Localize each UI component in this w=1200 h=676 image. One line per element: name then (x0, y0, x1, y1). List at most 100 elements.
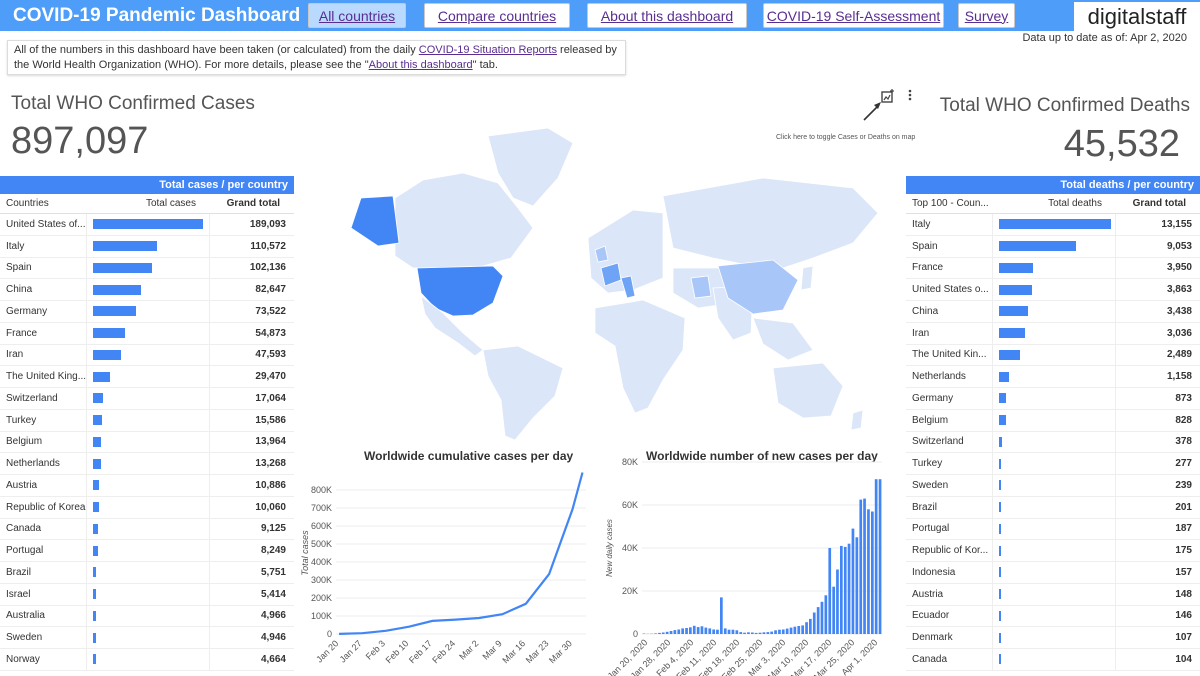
table-row[interactable]: Austria 148 (906, 583, 1200, 606)
map-region-alaska (350, 195, 400, 247)
bar (758, 632, 762, 634)
country-name: Indonesia (912, 566, 956, 578)
table-row[interactable]: Portugal 187 (906, 518, 1200, 541)
bar (809, 618, 812, 634)
grand-total-value: 828 (1175, 414, 1192, 426)
table-row[interactable]: Germany 873 (906, 388, 1200, 410)
table-row[interactable]: Turkey 15,586 (0, 409, 294, 432)
about-dashboard-link[interactable]: About this dashboard (368, 59, 473, 71)
cases-table-body: United States of... 189,093 Italy 110,572 Sp… (0, 214, 294, 671)
col-header-total-deaths[interactable]: Total deaths (1048, 198, 1102, 209)
bar (743, 632, 746, 634)
more-options-icon[interactable] (906, 88, 914, 104)
table-row[interactable]: Indonesia 157 (906, 562, 1200, 584)
map-region-uk (594, 245, 609, 263)
table-row[interactable]: United States o... 3,863 (906, 279, 1200, 301)
table-row[interactable]: Republic of Korea 10,060 (0, 496, 294, 519)
bar-cell (992, 388, 1116, 409)
table-row[interactable]: United States of... 189,093 (0, 214, 294, 236)
table-row[interactable]: China 82,647 (0, 279, 294, 301)
map-region-russia (662, 177, 879, 269)
table-row[interactable]: Iran 47,593 (0, 344, 294, 367)
table-row[interactable]: France 54,873 (0, 322, 294, 345)
col-header-countries[interactable]: Countries (6, 198, 49, 209)
table-row[interactable]: Canada 9,125 (0, 518, 294, 541)
country-name: China (912, 305, 939, 317)
y-tick-label: 800K (311, 485, 332, 495)
nav-compare-countries[interactable]: Compare countries (424, 3, 570, 28)
table-row[interactable]: Portugal 8,249 (0, 540, 294, 562)
table-row[interactable]: Denmark 107 (906, 627, 1200, 649)
nav-about-dashboard[interactable]: About this dashboard (587, 3, 747, 28)
map-region-new-zealand (850, 409, 864, 431)
table-row[interactable]: Brazil 5,751 (0, 562, 294, 584)
table-row[interactable]: Austria 10,886 (0, 475, 294, 497)
country-name: Spain (912, 240, 938, 252)
table-row[interactable]: Ecuador 146 (906, 605, 1200, 628)
value-bar (999, 241, 1077, 252)
table-row[interactable]: Belgium 828 (906, 409, 1200, 432)
table-row[interactable]: The United King... 29,470 (0, 366, 294, 388)
table-row[interactable]: Canada 104 (906, 649, 1200, 671)
grand-total-value: 54,873 (255, 327, 286, 339)
table-row[interactable]: Sweden 4,946 (0, 627, 294, 649)
table-row[interactable]: Belgium 13,964 (0, 431, 294, 454)
grand-total-value: 5,751 (260, 566, 286, 578)
col-header-grand-total[interactable]: Grand total (226, 198, 280, 209)
nav-survey[interactable]: Survey (958, 3, 1015, 28)
bar-cell (86, 518, 210, 540)
table-row[interactable]: Norway 4,664 (0, 649, 294, 671)
bar-cell (86, 605, 210, 627)
nav-all-countries[interactable]: All countries (308, 3, 406, 28)
grand-total-value: 1,158 (1166, 371, 1192, 383)
table-row[interactable]: Iran 3,036 (906, 322, 1200, 345)
x-tick-label: Mar 16 (500, 638, 527, 665)
table-row[interactable]: France 3,950 (906, 257, 1200, 280)
table-row[interactable]: Germany 73,522 (0, 301, 294, 323)
table-row[interactable]: Switzerland 17,064 (0, 388, 294, 410)
col-header-grand-total[interactable]: Grand total (1132, 198, 1186, 209)
table-row[interactable]: Australia 4,966 (0, 605, 294, 628)
value-bar (93, 436, 102, 447)
map-region-usa (416, 265, 504, 317)
table-row[interactable]: Turkey 277 (906, 453, 1200, 475)
bar (677, 629, 681, 634)
world-map[interactable] (333, 118, 881, 450)
y-tick-label: 700K (311, 503, 332, 513)
grand-total-value: 4,946 (260, 632, 286, 644)
table-row[interactable]: Netherlands 1,158 (906, 366, 1200, 388)
table-row[interactable]: China 3,438 (906, 301, 1200, 323)
table-row[interactable]: Spain 102,136 (0, 257, 294, 280)
bar-cell (992, 627, 1116, 648)
value-bar (93, 349, 121, 360)
table-row[interactable]: Netherlands 13,268 (0, 453, 294, 475)
bar (805, 622, 808, 634)
value-bar (999, 610, 1001, 621)
table-row[interactable]: The United Kin... 2,489 (906, 344, 1200, 367)
cumulative-cases-chart[interactable]: 0 100K 200K 300K 400K 500K 600K 700K 800K Jan 20J… (296, 462, 596, 676)
table-row[interactable]: Switzerland 378 (906, 431, 1200, 454)
map-toggle-icon[interactable] (880, 88, 896, 104)
col-header-total-cases[interactable]: Total cases (145, 198, 196, 209)
country-name: Switzerland (6, 392, 58, 404)
bar-cell (86, 235, 210, 257)
grand-total-value: 102,136 (249, 262, 286, 274)
table-row[interactable]: Spain 9,053 (906, 235, 1200, 258)
bar-cell (86, 496, 210, 518)
bar-cell (992, 279, 1116, 300)
table-row[interactable]: Israel 5,414 (0, 583, 294, 606)
situation-reports-link[interactable]: COVID-19 Situation Reports (418, 44, 557, 56)
col-header-countries[interactable]: Top 100 - Coun... (912, 198, 989, 209)
bar (696, 627, 700, 634)
table-row[interactable]: Italy 13,155 (906, 214, 1200, 236)
table-row[interactable]: Sweden 239 (906, 475, 1200, 497)
table-row[interactable]: Italy 110,572 (0, 235, 294, 258)
map-region-iran (690, 275, 712, 299)
country-name: Austria (6, 479, 38, 491)
table-row[interactable]: Brazil 201 (906, 496, 1200, 519)
bar (816, 607, 820, 634)
nav-self-assessment[interactable]: COVID-19 Self-Assessment (763, 3, 944, 28)
table-row[interactable]: Republic of Kor... 175 (906, 540, 1200, 562)
grand-total-value: 13,268 (255, 458, 286, 470)
